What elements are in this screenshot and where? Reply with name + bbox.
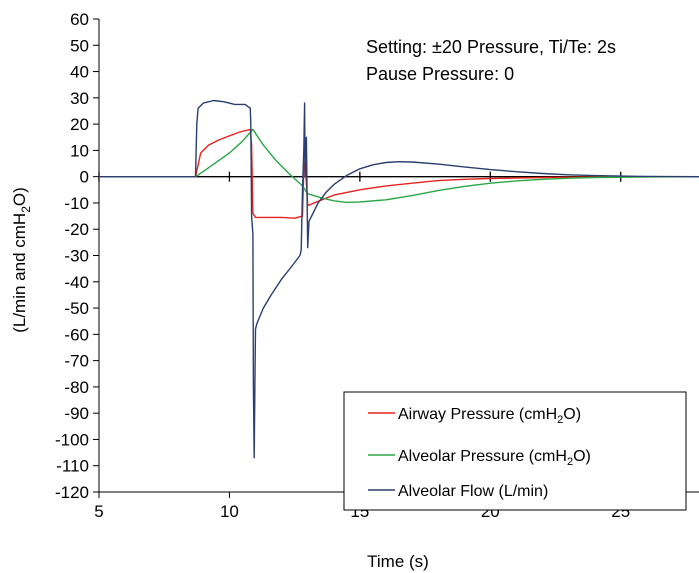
y-tick-label: -100 [55, 430, 89, 449]
y-tick-label: -120 [55, 483, 89, 502]
legend-box [343, 391, 687, 511]
x-tick-label: 10 [220, 502, 239, 521]
legend-label: Airway Pressure (cmH2O) [398, 406, 581, 426]
y-tick-label: 60 [70, 10, 89, 29]
y-tick-label: -80 [64, 378, 89, 397]
series-line [99, 99, 699, 459]
annotation-setting: Setting: ±20 Pressure, Ti/Te: 2s [366, 37, 616, 57]
y-tick-label: -20 [64, 220, 89, 239]
y-tick-label: -90 [64, 404, 89, 423]
y-tick-label: -30 [64, 247, 89, 266]
y-tick-label: -10 [64, 194, 89, 213]
x-axis-title: Time (s) [367, 552, 429, 571]
y-tick-label: 30 [70, 89, 89, 108]
series-line [99, 128, 699, 219]
y-tick-label: -60 [64, 325, 89, 344]
series-lines [99, 99, 699, 459]
y-tick-label: 0 [80, 168, 89, 187]
y-tick-label: -50 [64, 299, 89, 318]
legend: Airway Pressure (cmH2O) Alveolar Pressure… [343, 391, 687, 511]
annotation-pause: Pause Pressure: 0 [366, 64, 514, 84]
legend-label: Alveolar Flow (L/min) [398, 483, 548, 500]
y-tick-label: 10 [70, 141, 89, 160]
y-tick-label: 40 [70, 63, 89, 82]
y-tick-label: -110 [56, 457, 89, 476]
x-tick-label: 5 [94, 502, 103, 521]
y-tick-label: 50 [70, 36, 89, 55]
y-tick-label: -70 [64, 352, 89, 371]
y-axis: 60 50 40 30 20 10 0 -10 -20 -30 -40 -50 -60 -70 -80 -90… [55, 10, 100, 502]
legend-label: Alveolar Pressure (cmH2O) [398, 448, 591, 468]
series-line [99, 128, 699, 204]
y-axis-title: (L/min and cmH2O) [10, 187, 33, 333]
y-tick-label: 20 [70, 115, 89, 134]
y-tick-label: -40 [64, 273, 89, 292]
